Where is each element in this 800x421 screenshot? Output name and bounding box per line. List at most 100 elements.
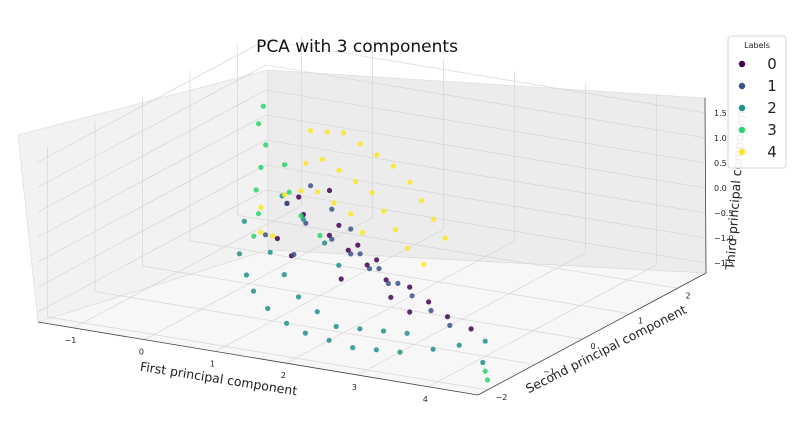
legend-marker <box>738 60 746 68</box>
series-3 <box>251 103 491 383</box>
scatter-points <box>236 103 491 383</box>
scatter-point <box>236 251 243 257</box>
z-tick-label: −1.0 <box>714 234 733 243</box>
scatter-point <box>404 245 410 251</box>
scatter-point <box>243 272 250 278</box>
scatter-point <box>397 349 403 355</box>
x-grid-line <box>357 252 586 376</box>
scatter-point <box>324 129 330 135</box>
scatter-point <box>267 249 273 255</box>
y-grid-line <box>142 265 583 340</box>
scatter-point <box>421 261 427 267</box>
x-grid-line <box>428 264 657 388</box>
z-grid-line <box>265 114 707 189</box>
scatter-point <box>407 284 413 290</box>
scatter-point <box>296 194 302 200</box>
y-tick-label: −1 <box>543 368 555 377</box>
back-pane <box>267 69 707 274</box>
scatter-point <box>369 189 375 196</box>
scatter-point <box>430 346 436 352</box>
scatter-point <box>336 167 342 173</box>
scatter-point <box>281 272 287 278</box>
legend-marker <box>738 148 746 156</box>
series-4 <box>258 128 448 267</box>
scatter-point <box>447 322 453 328</box>
scatter-point <box>298 213 304 219</box>
scatter-point <box>390 163 396 169</box>
tick-labels: −1 0 1 2 3 4 −2 −1 0 1 2 −1.5 −1.0 −0.5 0.0 0.5 1.0 1.5 <box>65 109 734 404</box>
y-tick-label: 2 <box>686 291 691 300</box>
scatter-point <box>388 294 394 300</box>
y-grid-line <box>237 214 678 289</box>
y-tick-label: 1 <box>638 317 643 326</box>
scatter-point <box>341 130 347 136</box>
scatter-point <box>348 251 354 257</box>
z-grid-line <box>37 164 267 288</box>
scatter-point <box>326 187 333 194</box>
scatter-point <box>336 222 342 228</box>
legend-title: Labels <box>744 41 770 50</box>
scatter-point <box>428 308 434 314</box>
scatter-point <box>385 280 391 287</box>
scatter-point <box>395 280 401 286</box>
z-grid-line <box>37 64 267 188</box>
scatter-point <box>333 323 339 330</box>
x-tick-label: 3 <box>352 383 357 392</box>
scatter-point <box>407 309 413 315</box>
z-axis-line <box>704 97 707 274</box>
scatter-point <box>468 326 474 332</box>
scatter-point <box>258 229 264 235</box>
z-grid-line <box>265 39 707 114</box>
scatter-point <box>350 345 356 351</box>
scatter-point <box>260 103 266 109</box>
x-axis-label: First principal component <box>139 359 298 399</box>
scatter-point <box>409 293 415 299</box>
scatter-point <box>357 251 363 257</box>
legend-items: 0 1 2 3 4 <box>738 55 777 161</box>
scatter-point <box>366 266 373 272</box>
z-grid-line <box>37 39 267 163</box>
scatter-point <box>336 262 342 268</box>
legend-marker <box>738 82 746 90</box>
scatter-point <box>251 233 257 239</box>
scatter-point <box>456 342 462 348</box>
scatter-point <box>376 266 382 272</box>
x-axis-line <box>37 321 479 396</box>
z-grid-line <box>265 89 707 164</box>
scatter-point <box>426 299 432 305</box>
scatter-point <box>338 276 344 282</box>
chart-title: PCA with 3 components <box>256 37 458 57</box>
scatter-point <box>383 277 389 283</box>
scatter-point <box>374 152 380 158</box>
scatter-point <box>345 247 351 253</box>
y-tick-label: −2 <box>496 393 508 402</box>
y-grid-line <box>94 291 536 365</box>
z-tick-label: 0.5 <box>714 159 727 168</box>
x-tick-label: 0 <box>139 348 144 357</box>
z-grid-line <box>37 189 267 313</box>
y-axis-line <box>477 272 707 396</box>
x-tick-label: 4 <box>423 395 428 404</box>
scatter-point <box>284 320 290 326</box>
scatter-point <box>329 236 335 242</box>
legend-label: 4 <box>767 143 777 161</box>
scatter-point <box>265 305 271 312</box>
legend-marker <box>738 126 746 134</box>
legend-label: 3 <box>767 121 777 139</box>
scatter-point <box>326 232 332 238</box>
scatter-point <box>314 309 320 315</box>
x-tick-label: 2 <box>281 371 286 380</box>
legend-label: 2 <box>767 99 777 117</box>
scatter-point <box>381 208 387 214</box>
scatter-point <box>300 216 306 222</box>
scatter-point <box>308 183 314 189</box>
scatter-point <box>270 233 276 239</box>
series-2 <box>236 193 488 366</box>
scatter-point <box>281 192 288 198</box>
scatter-point <box>430 216 437 222</box>
scatter-point <box>359 230 365 236</box>
z-grid-line <box>265 64 707 139</box>
series-1 <box>262 183 453 328</box>
scatter-point <box>255 211 262 217</box>
z-grid-line <box>265 189 707 264</box>
